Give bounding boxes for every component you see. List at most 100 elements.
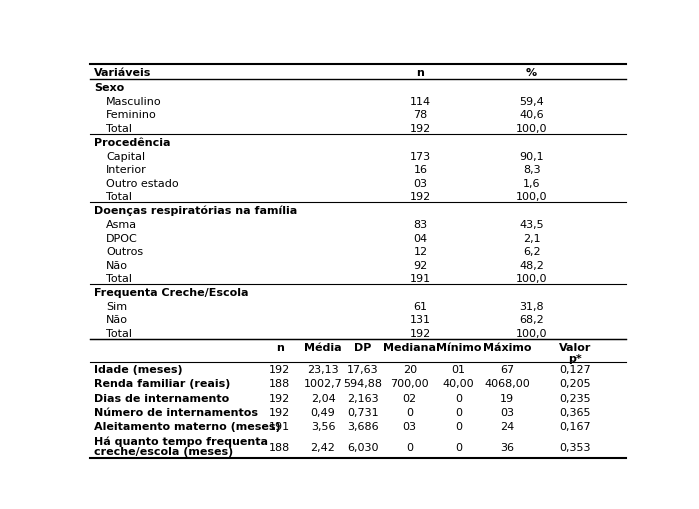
Text: 0,127: 0,127 <box>559 364 591 375</box>
Text: 59,4: 59,4 <box>519 97 544 107</box>
Text: Variáveis: Variáveis <box>94 68 151 78</box>
Text: Total: Total <box>106 124 132 134</box>
Text: 61: 61 <box>414 301 428 312</box>
Text: 31,8: 31,8 <box>519 301 544 312</box>
Text: Total: Total <box>106 274 132 284</box>
Text: DPOC: DPOC <box>106 233 138 243</box>
Text: 0: 0 <box>455 421 462 431</box>
Text: 0,353: 0,353 <box>559 442 591 452</box>
Text: 0: 0 <box>455 442 462 452</box>
Text: n: n <box>417 68 424 78</box>
Text: 192: 192 <box>269 393 290 403</box>
Text: 192: 192 <box>269 407 290 417</box>
Text: 192: 192 <box>410 328 431 338</box>
Text: Frequenta Creche/Escola: Frequenta Creche/Escola <box>94 287 248 297</box>
Text: 17,63: 17,63 <box>347 364 378 375</box>
Text: 100,0: 100,0 <box>516 274 547 284</box>
Text: 20: 20 <box>403 364 417 375</box>
Text: 191: 191 <box>269 421 290 431</box>
Text: Outro estado: Outro estado <box>106 179 179 188</box>
Text: 3,686: 3,686 <box>347 421 378 431</box>
Text: 6,030: 6,030 <box>347 442 378 452</box>
Text: 16: 16 <box>414 165 428 175</box>
Text: Sim: Sim <box>106 301 127 312</box>
Text: DP: DP <box>354 342 371 352</box>
Text: 131: 131 <box>410 315 431 325</box>
Text: 1,6: 1,6 <box>523 179 540 188</box>
Text: Máximo: Máximo <box>483 342 531 352</box>
Text: 40,00: 40,00 <box>442 379 474 389</box>
Text: 04: 04 <box>414 233 428 243</box>
Text: 03: 03 <box>414 179 428 188</box>
Text: Mínimo: Mínimo <box>435 342 481 352</box>
Text: 2,163: 2,163 <box>347 393 378 403</box>
Text: 03: 03 <box>403 421 417 431</box>
Text: 0: 0 <box>406 442 413 452</box>
Text: 0: 0 <box>455 407 462 417</box>
Text: 192: 192 <box>410 124 431 134</box>
Text: 83: 83 <box>414 219 428 230</box>
Text: Masculino: Masculino <box>106 97 162 107</box>
Text: 90,1: 90,1 <box>519 151 544 161</box>
Text: 78: 78 <box>413 110 428 120</box>
Text: 1002,7: 1002,7 <box>303 379 343 389</box>
Text: 594,88: 594,88 <box>343 379 382 389</box>
Text: 92: 92 <box>413 260 428 270</box>
Text: Total: Total <box>106 328 132 338</box>
Text: 48,2: 48,2 <box>519 260 544 270</box>
Text: Procedência: Procedência <box>94 137 171 147</box>
Text: n: n <box>275 342 284 352</box>
Text: 100,0: 100,0 <box>516 192 547 202</box>
Text: 19: 19 <box>500 393 514 403</box>
Text: 43,5: 43,5 <box>519 219 544 230</box>
Text: 67: 67 <box>500 364 514 375</box>
Text: Não: Não <box>106 260 129 270</box>
Text: Aleitamento materno (meses): Aleitamento materno (meses) <box>94 421 280 431</box>
Text: Interior: Interior <box>106 165 147 175</box>
Text: 8,3: 8,3 <box>523 165 540 175</box>
Text: 114: 114 <box>410 97 431 107</box>
Text: Sexo: Sexo <box>94 82 124 93</box>
Text: Feminino: Feminino <box>106 110 157 120</box>
Text: 01: 01 <box>452 364 466 375</box>
Text: 173: 173 <box>410 151 431 161</box>
Text: Idade (meses): Idade (meses) <box>94 364 182 375</box>
Text: p*: p* <box>568 353 582 363</box>
Text: Mediana: Mediana <box>383 342 436 352</box>
Text: Há quanto tempo frequenta: Há quanto tempo frequenta <box>94 435 268 446</box>
Text: 2,1: 2,1 <box>523 233 540 243</box>
Text: Total: Total <box>106 192 132 202</box>
Text: 191: 191 <box>410 274 431 284</box>
Text: 0: 0 <box>455 393 462 403</box>
Text: Capital: Capital <box>106 151 145 161</box>
Text: 23,13: 23,13 <box>308 364 339 375</box>
Text: Doenças respiratórias na família: Doenças respiratórias na família <box>94 206 297 216</box>
Text: 68,2: 68,2 <box>519 315 544 325</box>
Text: 700,00: 700,00 <box>390 379 429 389</box>
Text: 3,56: 3,56 <box>311 421 336 431</box>
Text: creche/escola (meses): creche/escola (meses) <box>94 446 233 456</box>
Text: Número de internamentos: Número de internamentos <box>94 407 258 417</box>
Text: 100,0: 100,0 <box>516 328 547 338</box>
Text: 24: 24 <box>500 421 514 431</box>
Text: 188: 188 <box>269 379 290 389</box>
Text: 6,2: 6,2 <box>523 247 540 257</box>
Text: Valor: Valor <box>559 342 591 352</box>
Text: Média: Média <box>304 342 342 352</box>
Text: 03: 03 <box>500 407 514 417</box>
Text: Não: Não <box>106 315 129 325</box>
Text: 02: 02 <box>403 393 417 403</box>
Text: Asma: Asma <box>106 219 138 230</box>
Text: 12: 12 <box>414 247 428 257</box>
Text: Renda familiar (reais): Renda familiar (reais) <box>94 379 230 389</box>
Text: Outros: Outros <box>106 247 143 257</box>
Text: 0,49: 0,49 <box>310 407 336 417</box>
Text: 0,235: 0,235 <box>559 393 591 403</box>
Text: Dias de internamento: Dias de internamento <box>94 393 229 403</box>
Text: 0,731: 0,731 <box>347 407 378 417</box>
Text: 0,365: 0,365 <box>559 407 591 417</box>
Text: 100,0: 100,0 <box>516 124 547 134</box>
Text: 192: 192 <box>269 364 290 375</box>
Text: 40,6: 40,6 <box>519 110 544 120</box>
Text: 4068,00: 4068,00 <box>484 379 530 389</box>
